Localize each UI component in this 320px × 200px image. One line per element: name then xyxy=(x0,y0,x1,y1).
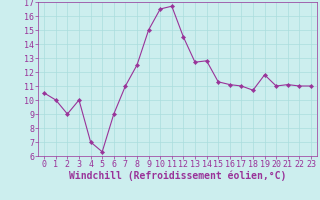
X-axis label: Windchill (Refroidissement éolien,°C): Windchill (Refroidissement éolien,°C) xyxy=(69,171,286,181)
